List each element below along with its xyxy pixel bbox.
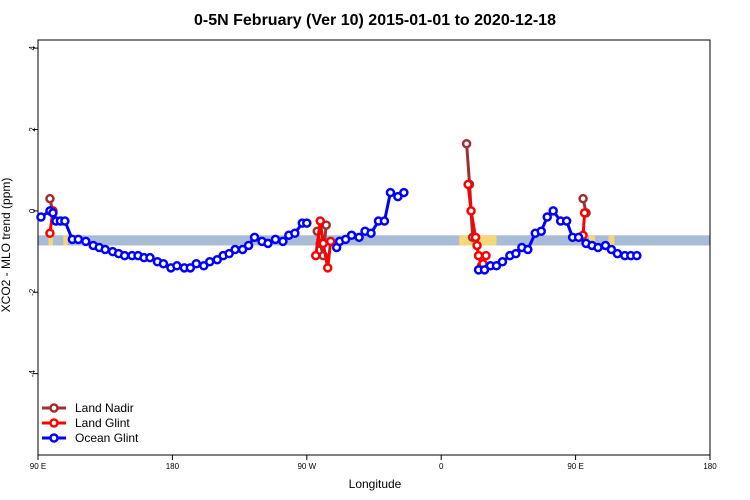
data-point <box>354 232 364 243</box>
data-point <box>45 193 55 204</box>
data-point <box>593 242 603 253</box>
data-point <box>45 228 55 239</box>
legend-item: Land Nadir <box>42 401 134 415</box>
data-point <box>497 256 508 267</box>
y-axis-label: XCO2 - MLO trend (ppm) <box>0 178 13 313</box>
data-point <box>185 263 196 273</box>
data-point <box>263 238 273 249</box>
data-point <box>385 187 396 198</box>
x-tick-label: 90 W <box>297 462 316 471</box>
data-point <box>230 244 240 255</box>
data-point <box>579 208 590 218</box>
axes: 90 E 180 90 W 0 90 E 180 4 2 0 -2 -4 <box>28 39 717 471</box>
y-tick-label: -4 <box>28 370 37 378</box>
data-point <box>470 232 481 243</box>
data-point <box>212 254 222 265</box>
data-point <box>612 248 623 259</box>
legend-swatch-marker <box>49 418 59 428</box>
data-point <box>48 208 58 218</box>
data-point <box>461 139 472 149</box>
chart-title: 0-5N February (Ver 10) 2015-01-01 to 202… <box>194 12 556 29</box>
data-point <box>548 206 558 216</box>
data-point <box>322 263 333 273</box>
data-point <box>606 244 617 255</box>
data-point <box>302 218 312 228</box>
data-point <box>573 232 584 243</box>
data-point <box>243 240 254 251</box>
data-point <box>224 248 234 259</box>
x-tick-label: 180 <box>703 462 717 471</box>
data-point <box>325 236 336 247</box>
data-point <box>379 216 390 226</box>
data-point <box>346 230 357 241</box>
data-point <box>399 187 409 198</box>
data-point <box>311 250 321 261</box>
data-point <box>191 259 202 269</box>
y-tick-label: -2 <box>28 288 37 296</box>
data-point <box>73 234 84 245</box>
data-point <box>511 248 521 259</box>
legend-item: Ocean Glint <box>42 431 139 445</box>
data-point <box>366 228 376 239</box>
data-point <box>632 250 642 261</box>
x-tick-label: 180 <box>166 462 180 471</box>
data-point <box>249 232 260 243</box>
data-point <box>479 265 490 275</box>
data-point <box>491 261 502 271</box>
data-point <box>463 179 473 190</box>
data-point <box>600 240 611 251</box>
x-tick-label: 90 E <box>30 462 46 471</box>
y-tick-label: 0 <box>28 208 37 213</box>
series-layer <box>36 139 642 275</box>
legend-item: Land Glint <box>42 416 130 430</box>
ocean-band <box>38 235 710 246</box>
land-band-1 <box>63 235 68 246</box>
data-point <box>523 244 533 255</box>
data-point <box>393 191 403 202</box>
land-band-5 <box>608 235 615 246</box>
legend-label: Ocean Glint <box>75 431 139 445</box>
data-point <box>199 261 209 271</box>
data-point <box>466 206 476 216</box>
data-point <box>145 252 155 263</box>
data-point <box>119 250 130 261</box>
data-point <box>481 250 491 261</box>
data-point <box>100 244 110 255</box>
legend-swatch-marker <box>49 403 59 413</box>
land-band-4 <box>589 235 596 246</box>
y-tick-label: 2 <box>28 127 37 132</box>
x-axis-label: Longitude <box>349 477 402 491</box>
data-point <box>204 256 215 267</box>
data-point <box>172 261 182 271</box>
legend-label: Land Nadir <box>75 401 134 415</box>
y-tick-label: 4 <box>28 45 37 50</box>
data-point <box>321 220 331 230</box>
data-point <box>472 240 482 251</box>
data-point <box>237 244 248 255</box>
data-point <box>578 193 588 204</box>
data-point <box>290 228 300 239</box>
data-point <box>340 234 351 245</box>
data-point <box>542 212 552 222</box>
data-point <box>270 234 281 245</box>
data-point <box>36 212 46 222</box>
data-point <box>561 216 572 226</box>
legend-swatch-marker <box>49 433 59 443</box>
data-point <box>318 238 328 249</box>
data-point <box>158 259 169 269</box>
legend-label: Land Glint <box>75 416 130 430</box>
series-ocean-glint <box>36 187 642 275</box>
data-point <box>536 226 547 236</box>
data-point <box>81 236 91 247</box>
data-point <box>60 216 70 226</box>
x-tick-label: 90 E <box>567 462 583 471</box>
data-point <box>278 236 288 247</box>
data-point <box>315 216 325 226</box>
plot-frame <box>37 39 711 456</box>
data-point <box>473 250 484 261</box>
x-tick-label: 0 <box>439 462 444 471</box>
land-band-0 <box>48 235 53 246</box>
